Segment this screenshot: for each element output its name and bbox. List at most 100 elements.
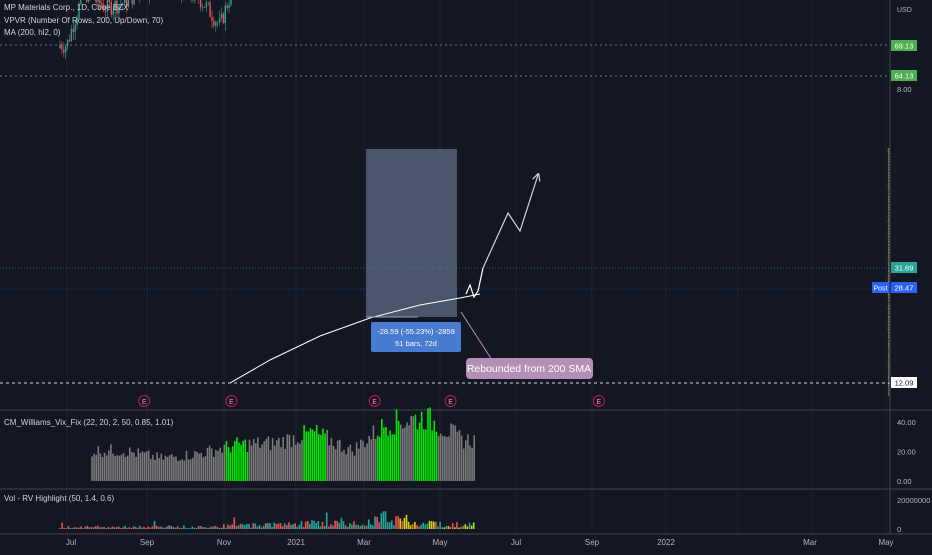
- volume-bar: [330, 524, 332, 529]
- vp-row-down: [888, 260, 889, 261]
- vp-row-down: [888, 175, 889, 176]
- time-tick-label: Jul: [511, 538, 521, 547]
- williams-bar: [266, 439, 268, 481]
- vp-row-down: [888, 322, 889, 323]
- williams-tick-label: 20.00: [897, 447, 916, 456]
- williams-bar: [154, 460, 156, 481]
- williams-bar: [142, 451, 144, 481]
- williams-bar: [221, 453, 223, 481]
- vp-row-down: [888, 295, 889, 296]
- volume-bar: [76, 527, 78, 529]
- williams-bar: [381, 419, 383, 481]
- vpvr-legend[interactable]: VPVR (Number Of Rows, 200, Up/Down, 70): [4, 16, 163, 25]
- vp-row-down: [888, 327, 889, 328]
- vp-row-down: [888, 334, 889, 335]
- measure-label-line1: -28.59 (-55.23%) -2859: [377, 327, 455, 336]
- volume-bar: [261, 527, 263, 529]
- volume-bar: [294, 523, 296, 529]
- candle-body: [75, 25, 76, 32]
- williams-bar: [144, 453, 146, 481]
- vp-row-down: [888, 198, 889, 199]
- williams-bar: [452, 425, 454, 481]
- vp-row-down: [888, 182, 889, 183]
- ma-legend[interactable]: MA (200, hl2, 0): [4, 28, 60, 37]
- williams-bar: [102, 457, 104, 481]
- vp-row-down: [888, 239, 889, 240]
- williams-bar: [213, 457, 215, 481]
- volume-bar: [240, 524, 242, 529]
- volume-legend[interactable]: Vol - RV Highlight (50, 1.4, 0.6): [4, 494, 114, 503]
- williams-bar: [345, 454, 347, 481]
- vp-row-down: [888, 326, 889, 327]
- volume-bar: [160, 527, 162, 529]
- williams-bar: [93, 454, 95, 481]
- volume-bar: [194, 528, 196, 529]
- vp-row-down: [888, 249, 889, 250]
- candle-body: [132, 0, 133, 4]
- williams-bar: [209, 446, 211, 481]
- vp-row-down: [888, 343, 889, 344]
- measure-range-box[interactable]: [366, 149, 457, 317]
- vp-row-down: [888, 302, 889, 303]
- williams-bar: [135, 457, 137, 481]
- time-tick-label: 2021: [287, 538, 305, 547]
- badge-12-text: 12.09: [895, 379, 914, 388]
- vp-row-down: [888, 231, 889, 232]
- volume-tick-label: 20000000: [897, 496, 930, 505]
- vp-row-down: [888, 350, 889, 351]
- vp-row-down: [888, 202, 889, 203]
- volume-bar: [292, 524, 294, 529]
- volume-bar: [242, 524, 244, 529]
- williams-bar: [400, 425, 402, 481]
- williams-bar: [467, 434, 469, 481]
- williams-legend[interactable]: CM_Williams_Vix_Fix (22, 20, 2, 50, 0.85…: [4, 418, 173, 427]
- volume-bar: [345, 525, 347, 529]
- vp-row-down: [888, 316, 889, 317]
- williams-bar: [459, 430, 461, 481]
- williams-bar: [326, 430, 328, 481]
- williams-bar: [95, 455, 97, 481]
- volume-bar: [360, 526, 362, 529]
- volume-bar: [133, 526, 135, 529]
- vp-row-down: [888, 361, 889, 362]
- vp-row-down: [888, 151, 889, 152]
- volume-bar: [215, 526, 217, 529]
- vp-row-down: [888, 265, 889, 266]
- volume-bar: [234, 517, 236, 529]
- volume-bar: [250, 528, 252, 529]
- volume-bar: [427, 523, 429, 529]
- williams-bar: [295, 445, 297, 481]
- vp-row-down: [888, 241, 889, 242]
- earnings-marker-label: E: [596, 399, 601, 406]
- vp-row-down: [888, 156, 889, 157]
- volume-bar: [171, 526, 173, 529]
- williams-bar: [308, 432, 310, 481]
- vp-row-down: [888, 378, 889, 379]
- williams-bar: [194, 451, 196, 481]
- volume-bar: [198, 526, 200, 529]
- volume-bar: [139, 526, 141, 529]
- volume-bar: [393, 525, 395, 529]
- vp-row-down: [888, 255, 889, 256]
- candle-body: [200, 0, 201, 7]
- symbol-title[interactable]: MP Materials Corp., 1D, Cboe BZX: [4, 3, 128, 12]
- vp-row-down: [888, 263, 889, 264]
- volume-bar: [229, 526, 231, 529]
- volume-bar: [452, 523, 454, 529]
- vp-row-down: [888, 225, 889, 226]
- vp-row-down: [888, 193, 889, 194]
- volume-bar: [103, 527, 105, 529]
- volume-bar: [450, 527, 452, 529]
- volume-bar: [112, 526, 114, 529]
- time-tick-label: May: [432, 538, 447, 547]
- volume-bar: [255, 524, 257, 529]
- williams-bar: [182, 459, 184, 481]
- candle-body: [223, 14, 224, 23]
- williams-bar: [402, 429, 404, 481]
- williams-bar: [284, 449, 286, 481]
- williams-bar: [274, 446, 276, 481]
- vp-row-down: [888, 254, 889, 255]
- volume-bar: [200, 526, 202, 529]
- volume-bar: [248, 524, 250, 529]
